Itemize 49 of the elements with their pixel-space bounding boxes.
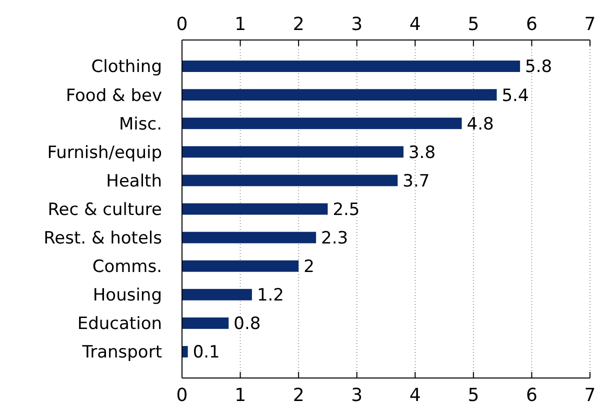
- y-tick-label: Clothing: [91, 57, 162, 78]
- data-label: 0.1: [192, 342, 220, 363]
- x-tick-label: 4: [409, 384, 421, 405]
- y-tick-label: Furnish/equip: [47, 142, 162, 163]
- x2-tick-label: 1: [234, 14, 246, 35]
- x-tick-label: 1: [234, 384, 246, 405]
- data-label: 2.5: [332, 200, 360, 220]
- x2-tick-label: 0: [176, 14, 188, 35]
- x-tick-label: 3: [351, 384, 363, 405]
- y-tick-label: Food & bev: [66, 86, 162, 106]
- y-tick-label: Rest. & hotels: [44, 228, 162, 248]
- data-label: 5.4: [502, 86, 529, 106]
- bar: [182, 89, 497, 101]
- bar: [182, 288, 252, 300]
- x-tick-label: 6: [526, 384, 538, 405]
- bar: [182, 118, 462, 130]
- data-label: 5.8: [525, 57, 552, 78]
- data-label: 2.3: [321, 228, 348, 248]
- data-label: 1.2: [256, 286, 284, 306]
- bar: [182, 146, 404, 158]
- x-tick-label: 7: [584, 384, 596, 405]
- bar: [182, 174, 398, 186]
- data-label: 3.7: [402, 171, 430, 192]
- data-label: 3.8: [408, 142, 436, 163]
- x2-tick-label: 6: [526, 14, 538, 35]
- bar: [182, 260, 299, 272]
- x-tick-label: 0: [176, 384, 188, 405]
- y-tick-label: Housing: [92, 286, 162, 306]
- x-tick-label: 2: [292, 384, 304, 405]
- x-tick-label: 5: [468, 384, 480, 405]
- y-tick-label: Rec & culture: [48, 200, 162, 220]
- bar: [182, 203, 328, 215]
- bar: [182, 346, 188, 358]
- x2-tick-label: 2: [292, 14, 304, 35]
- bar: [182, 317, 229, 329]
- data-label: 2: [304, 257, 314, 278]
- y-tick-label: Transport: [81, 342, 162, 363]
- data-label: 4.8: [466, 114, 494, 134]
- y-tick-label: Education: [77, 314, 162, 334]
- y-tick-label: Health: [106, 171, 162, 192]
- bar: [182, 60, 520, 72]
- x2-tick-label: 4: [409, 14, 421, 35]
- y-tick-label: Misc.: [119, 114, 162, 134]
- bar: [182, 232, 316, 244]
- y-tick-label: Comms.: [92, 257, 162, 278]
- x2-tick-label: 7: [584, 14, 596, 35]
- x2-tick-label: 5: [468, 14, 480, 35]
- data-label: 0.8: [234, 314, 261, 334]
- x2-tick-label: 3: [351, 14, 363, 35]
